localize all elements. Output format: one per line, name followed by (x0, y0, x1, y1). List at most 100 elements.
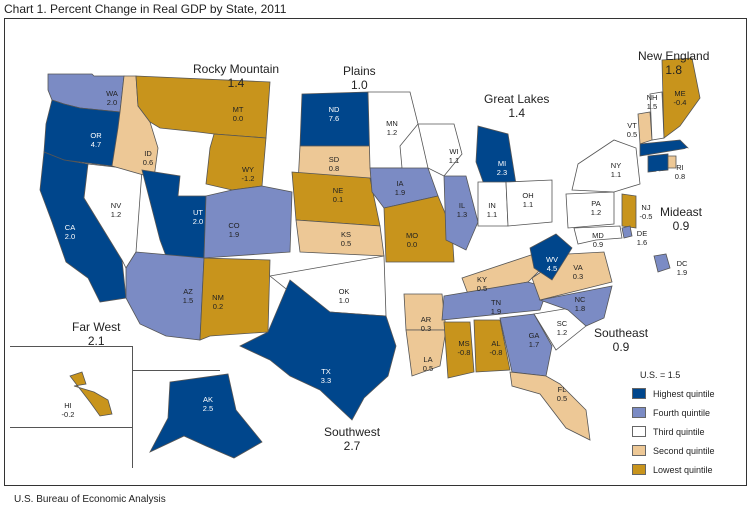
legend-label: Third quintile (653, 426, 705, 437)
region-rocky-mountain: Rocky Mountain 1.4 (193, 62, 279, 90)
state-abbr-az: AZ (183, 287, 193, 296)
state-ms (443, 321, 475, 379)
state-abbr-nc: NC (575, 295, 586, 304)
state-value-wy: -1.2 (242, 174, 255, 183)
state-abbr-oh: OH (522, 191, 533, 200)
state-ga (499, 313, 553, 377)
state-value-mi: 2.3 (497, 168, 507, 177)
state-value-de: 1.6 (637, 238, 647, 247)
state-value-wa: 2.0 (107, 98, 117, 107)
state-abbr-id: ID (144, 149, 152, 158)
region-value: 0.9 (672, 219, 690, 233)
state-ri (667, 155, 677, 169)
source-note: U.S. Bureau of Economic Analysis (14, 494, 166, 505)
state-value-la: 0.5 (423, 364, 433, 373)
state-mi (475, 125, 517, 191)
state-abbr-sd: SD (329, 155, 340, 164)
state-abbr-wa: WA (106, 89, 118, 98)
legend-swatch-third (632, 426, 646, 437)
region-value: 2.1 (87, 334, 105, 348)
state-abbr-il: IL (459, 201, 465, 210)
state-value-nj: -0.5 (640, 212, 653, 221)
state-abbr-me: ME (674, 89, 685, 98)
legend-item-second: Second quintile (632, 441, 715, 460)
state-abbr-or: OR (90, 131, 102, 140)
region-name: Plains (343, 64, 376, 78)
region-far-west: Far West 2.1 (72, 320, 120, 348)
state-abbr-ut: UT (193, 208, 203, 217)
state-value-sc: 1.2 (557, 328, 567, 337)
state-value-ks: 0.5 (341, 239, 351, 248)
state-tx (239, 279, 397, 421)
region-value: 1.4 (227, 76, 245, 90)
state-value-or: 4.7 (91, 140, 101, 149)
state-abbr-tx: TX (321, 367, 331, 376)
state-wy (205, 133, 267, 191)
state-mo (383, 195, 455, 263)
state-value-mt: 0.0 (233, 114, 243, 123)
state-abbr-ar: AR (421, 315, 432, 324)
state-abbr-ak: AK (203, 395, 213, 404)
state-fl (509, 371, 591, 441)
state-oh (505, 179, 553, 227)
state-value-al: -0.8 (490, 348, 503, 357)
state-abbr-ky: KY (477, 275, 487, 284)
state-wi (417, 123, 463, 177)
map-legend: U.S. = 1.5 Highest quintile Fourth quint… (632, 370, 715, 479)
region-new-england: New England 1.8 (638, 49, 709, 77)
state-md (573, 225, 623, 245)
region-value: 1.8 (665, 63, 683, 77)
state-abbr-la: LA (423, 355, 432, 364)
state-value-ne: 0.1 (333, 195, 343, 204)
state-value-vt: 0.5 (627, 130, 637, 139)
state-abbr-md: MD (592, 231, 604, 240)
region-name: Great Lakes (484, 92, 550, 106)
state-mt (135, 75, 271, 139)
state-abbr-nh: NH (647, 93, 658, 102)
legend-item-fourth: Fourth quintile (632, 403, 715, 422)
states-layer (39, 57, 701, 459)
state-abbr-ny: NY (611, 161, 621, 170)
state-value-nh: 1.5 (647, 102, 657, 111)
state-abbr-de: DE (637, 229, 647, 238)
state-value-ny: 1.1 (611, 170, 621, 179)
state-value-fl: 0.5 (557, 394, 567, 403)
state-abbr-ia: IA (396, 179, 403, 188)
chart-title: Chart 1. Percent Change in Real GDP by S… (4, 2, 287, 16)
region-name: New England (638, 49, 710, 63)
state-co (203, 185, 293, 259)
region-value: 1.0 (351, 78, 368, 92)
region-southeast: Southeast 0.9 (594, 326, 648, 354)
state-ct (647, 153, 669, 173)
alaska-inset-border-top (132, 370, 220, 371)
region-name: Rocky Mountain (193, 62, 280, 76)
state-value-ut: 2.0 (193, 217, 203, 226)
state-value-tx: 3.3 (321, 376, 331, 385)
state-pa (565, 191, 615, 229)
legend-us-average: U.S. = 1.5 (640, 370, 681, 380)
region-value: 0.9 (612, 340, 630, 354)
state-abbr-tn: TN (491, 298, 501, 307)
state-al (473, 319, 511, 373)
legend-item-lowest: Lowest quintile (632, 460, 715, 479)
state-value-nm: 0.2 (213, 302, 223, 311)
state-value-il: 1.3 (457, 210, 467, 219)
state-abbr-hi: HI (64, 401, 72, 410)
region-name: Far West (72, 320, 121, 334)
state-abbr-ne: NE (333, 186, 343, 195)
state-value-wv: 4.5 (547, 264, 557, 273)
state-value-ca: 2.0 (65, 232, 75, 241)
region-value: 1.4 (508, 106, 526, 120)
state-value-ri: 0.8 (675, 172, 685, 181)
legend-swatch-fourth (632, 407, 646, 418)
state-abbr-nv: NV (111, 201, 121, 210)
state-abbr-mo: MO (406, 231, 418, 240)
region-great-lakes: Great Lakes 1.4 (484, 92, 549, 120)
legend-item-third: Third quintile (632, 422, 715, 441)
state-ma (639, 139, 689, 157)
state-value-nd: 7.6 (329, 114, 339, 123)
state-abbr-wi: WI (449, 147, 458, 156)
state-abbr-mn: MN (386, 119, 398, 128)
state-il (443, 175, 479, 251)
region-name: Mideast (660, 205, 703, 219)
